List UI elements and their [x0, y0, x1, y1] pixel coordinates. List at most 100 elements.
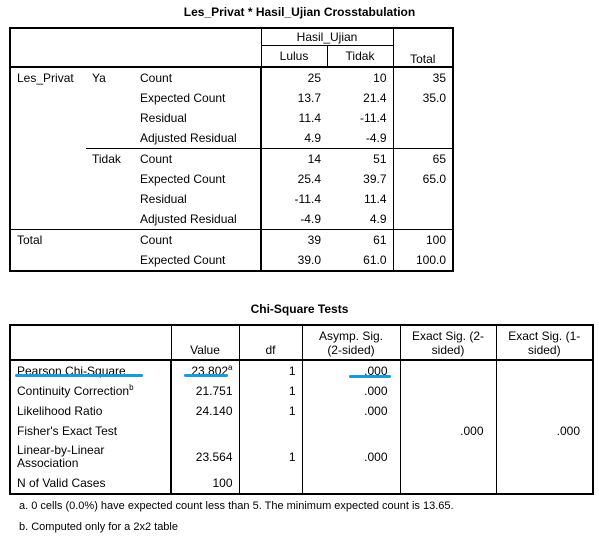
- crosstab-header-row-2: Lulus Tidak: [10, 45, 453, 68]
- test-label-text: Linear-by-Linear Association: [17, 443, 105, 470]
- row-subgroup-label: [86, 229, 134, 250]
- row-group-label: [9, 209, 86, 230]
- row-subgroup-label: [86, 128, 134, 149]
- asymp-sig-cell: .000: [301, 441, 400, 473]
- exact-sig-1-cell: [495, 441, 594, 473]
- crosstab-row: Residual -11.4 11.4: [9, 189, 455, 209]
- lulus-cell: 14: [261, 148, 327, 169]
- row-subgroup-label: Tidak: [86, 148, 134, 169]
- stat-label: Expected Count: [134, 169, 262, 189]
- stat-label: Residual: [134, 108, 262, 128]
- stat-label: Expected Count: [134, 250, 262, 272]
- row-subgroup-label: [86, 189, 134, 209]
- row-subgroup-label: [86, 88, 134, 108]
- stat-label: Adjusted Residual: [134, 209, 262, 230]
- exact-sig-2-cell: .000: [399, 421, 496, 441]
- stat-label: Count: [134, 67, 262, 88]
- chisq-title: Chi-Square Tests: [250, 302, 349, 316]
- group-header: Hasil_Ujian: [260, 27, 394, 46]
- value-cell: 24.140: [171, 401, 239, 421]
- stat-label: Residual: [134, 189, 262, 209]
- row-group-label: [9, 250, 86, 272]
- exact-sig-2-cell: [399, 401, 496, 421]
- tidak-cell: 21.4: [363, 91, 387, 105]
- tidak-cell: 51: [327, 148, 394, 169]
- row-subgroup-label: [86, 250, 134, 272]
- value-text: 21.751: [195, 384, 233, 398]
- total-cell: [392, 209, 455, 230]
- row-subgroup-label: [86, 209, 134, 230]
- asymp-sig-cell: .000: [301, 401, 400, 421]
- tidak-cell: 39.7: [363, 172, 387, 186]
- test-label: N of Valid Cases: [9, 473, 172, 495]
- total-cell: 35.0: [392, 88, 455, 108]
- col-tidak-header: Tidak: [326, 45, 394, 68]
- crosstab-header-row-1: Hasil_Ujian Total: [9, 27, 455, 68]
- row-group-label: [9, 189, 86, 209]
- tidak-cell: 11.4: [364, 192, 387, 206]
- stat-label: Adjusted Residual: [134, 128, 262, 149]
- chisq-row: Linear-by-Linear Association 23.564 1.000: [9, 441, 594, 473]
- crosstab-row: Adjusted Residual -4.9 4.9: [9, 209, 455, 230]
- value-cell: 100: [171, 473, 239, 495]
- tidak-cell: 61: [327, 229, 394, 250]
- asymp-sig-underline: [349, 375, 391, 378]
- crosstab-row: Expected Count 13.7 21.4 35.0: [9, 88, 455, 108]
- total-cell: [392, 128, 455, 149]
- chisq-header-row: Value df Asymp. Sig. (2-sided) Exact Sig…: [9, 324, 594, 361]
- pearson-chi-square-underline: [15, 374, 143, 377]
- crosstab-row: Tidak Count 14 51 65: [9, 148, 455, 169]
- exact-sig-2-cell: [399, 381, 496, 401]
- exact-sig-1-header: Exact Sig. (1-sided): [495, 324, 594, 361]
- row-group-label: [9, 148, 86, 169]
- test-label: Likelihood Ratio: [9, 401, 172, 421]
- df-header: df: [238, 324, 302, 361]
- exact-sig-2-cell: [399, 360, 496, 381]
- test-label: Fisher's Exact Test: [9, 421, 172, 441]
- stat-label: Expected Count: [134, 88, 262, 108]
- col-total-header: Total: [392, 27, 455, 68]
- lulus-cell: 11.4: [298, 111, 321, 125]
- lulus-cell: -4.9: [300, 212, 321, 226]
- lulus-cell: 39.0: [261, 250, 327, 272]
- df-cell: 1: [238, 381, 302, 401]
- lulus-cell: -11.4: [294, 192, 321, 206]
- df-cell: 1: [238, 441, 302, 473]
- stat-label: Count: [134, 229, 262, 250]
- lulus-cell: 39: [261, 229, 327, 250]
- exact-sig-1-cell: [495, 401, 594, 421]
- tidak-cell: 10: [373, 71, 387, 85]
- test-label: Continuity Correctionb: [9, 381, 172, 401]
- df-cell: [238, 421, 302, 441]
- total-cell: [392, 108, 455, 128]
- total-cell: 65: [392, 148, 455, 169]
- value-cell: 21.751: [171, 381, 239, 401]
- row-group-label: Les_Privat: [9, 67, 86, 88]
- value-text: 24.140: [195, 404, 233, 418]
- crosstab-row: Adjusted Residual 4.9 -4.9: [9, 128, 455, 149]
- value-text: 23.564: [195, 450, 233, 464]
- footnote-b: b. Computed only for a 2x2 table: [19, 521, 178, 533]
- exact-sig-2-cell: [399, 473, 496, 495]
- exact-sig-1-cell: [495, 473, 594, 495]
- tidak-cell: 4.9: [369, 212, 387, 226]
- crosstab-title: Les_Privat * Hasil_Ujian Crosstabulation: [183, 5, 416, 19]
- row-group-label: Total: [9, 229, 86, 250]
- total-cell: 65.0: [392, 169, 455, 189]
- df-cell: 1: [238, 401, 302, 421]
- asymp-sig-header: Asymp. Sig. (2-sided): [301, 324, 400, 361]
- total-cell: [392, 189, 455, 209]
- col-lulus-header: Lulus: [260, 45, 327, 68]
- crosstab-row: Expected Count 25.4 39.7 65.0: [9, 169, 455, 189]
- exact-sig-1-cell: .000: [495, 421, 594, 441]
- row-group-label: [9, 88, 86, 108]
- asymp-sig-cell: [301, 421, 400, 441]
- total-cell: 100: [392, 229, 455, 250]
- crosstab-row: Total Count 39 61 100: [9, 229, 455, 250]
- total-cell: 35: [392, 67, 455, 88]
- value-cell: 23.802a: [171, 360, 239, 381]
- test-label-text: Continuity Correction: [17, 384, 130, 398]
- tidak-cell: -4.9: [365, 131, 387, 145]
- df-cell: 1: [238, 360, 302, 381]
- footnote-marker: a: [228, 363, 233, 372]
